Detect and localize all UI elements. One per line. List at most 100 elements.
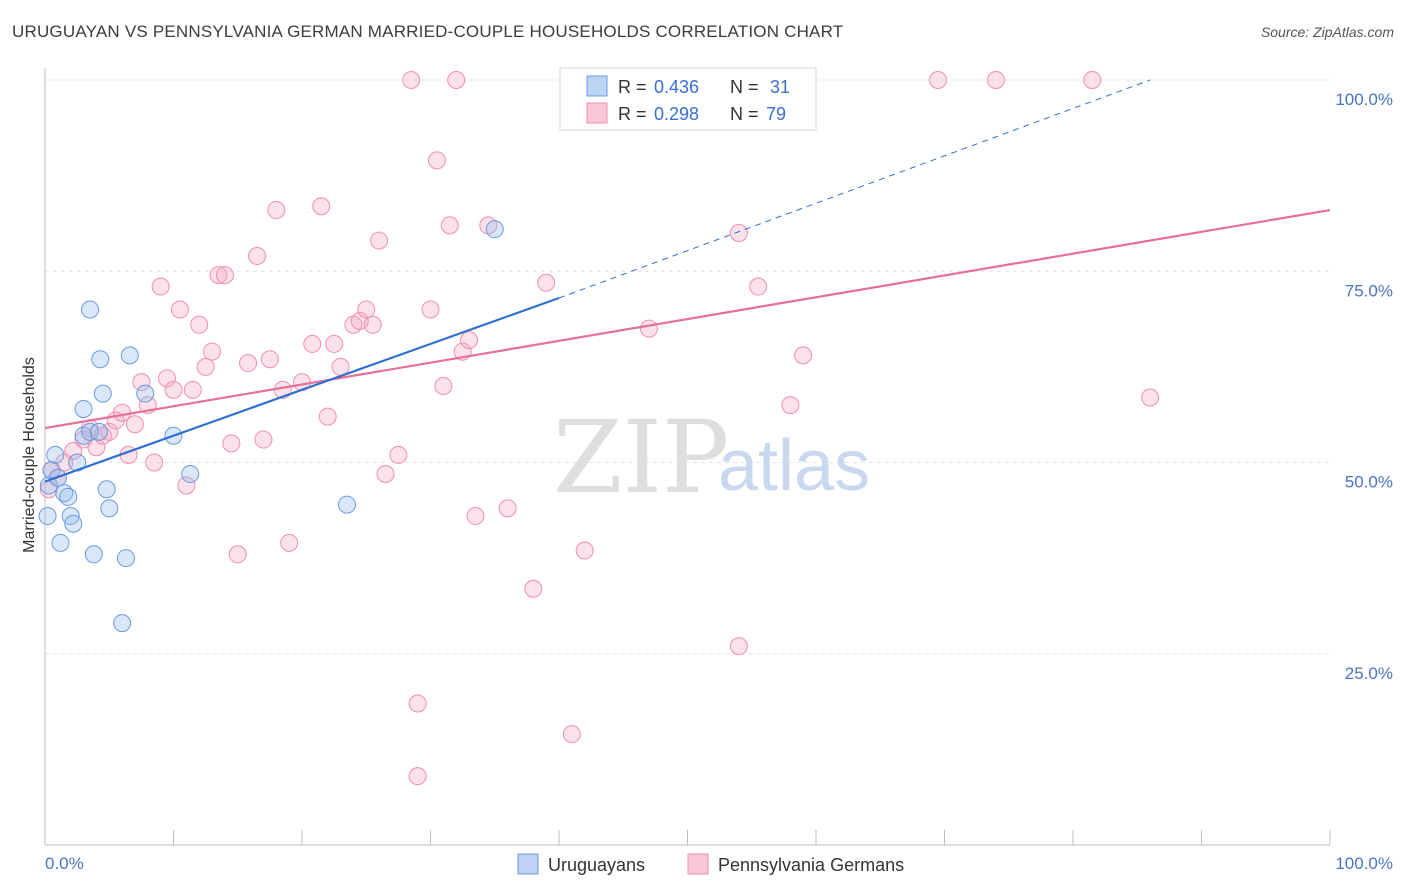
penn-point-67 [639,319,658,338]
uruguayan-point-21 [113,614,132,633]
penn-point-65 [562,725,581,744]
y-axis-title: Married-couple Households [21,357,38,553]
penn-point-49 [389,445,408,464]
uruguayan-point-12 [74,399,93,418]
penn-point-62 [498,499,517,518]
stats-legend: R = 0.436 N = 31 R = 0.298 N = 79 [559,67,817,131]
uruguayan-point-22 [116,549,135,568]
penn-point-9 [100,422,119,441]
legend-n-label-1: N = [730,77,764,97]
penn-point-31 [248,246,267,265]
uruguayan-point-20 [100,499,119,518]
penn-point-76 [1141,388,1160,407]
source-credit: Source: ZipAtlas.com [1260,24,1394,40]
penn-point-23 [190,315,209,334]
uruguayan-point-5 [51,533,70,552]
penn-point-19 [164,380,183,399]
penn-point-72 [794,346,813,365]
penn-point-41 [325,334,344,353]
penn-point-22 [183,380,202,399]
uruguayan-point-3 [46,445,65,464]
uruguayan-point-19 [97,480,116,499]
penn-point-73 [929,71,948,89]
penn-point-34 [267,201,286,220]
legend-swatch-pennsylvania-germans [586,102,608,124]
legend-r-value-1: 0.436 [654,77,699,97]
chart-title: URUGUAYAN VS PENNSYLVANIA GERMAN MARRIED… [12,22,844,41]
penn-point-18 [158,369,177,388]
penn-point-60 [466,507,485,526]
penn-point-39 [312,197,331,216]
penn-point-70 [749,277,768,296]
bottom-legend-label-pennsylvania-germans: Pennsylvania Germans [718,855,904,875]
penn-point-26 [209,266,228,285]
penn-point-45 [357,300,376,319]
legend-n-label-2: N = [730,104,764,124]
penn-point-4 [64,442,83,461]
penn-point-71 [781,396,800,415]
penn-point-47 [370,231,389,250]
penn-point-53 [421,300,440,319]
penn-point-17 [151,277,170,296]
x-ticks [44,830,1331,845]
grid-lines [45,79,1330,655]
uruguayan-point-23 [120,346,139,365]
penn-point-50 [402,71,421,89]
penn-trend-line [44,208,1331,430]
uruguayan-point-24 [136,384,155,403]
uruguayan-point-27 [337,495,356,514]
trend-lines [44,79,1331,483]
penn-point-69 [729,637,748,656]
uruguayan-point-26 [181,464,200,483]
y-tick-label-25: 25.0% [1345,664,1393,683]
penn-point-24 [196,357,215,376]
uruguayan-point-0 [38,507,57,526]
penn-point-48 [376,464,395,483]
penn-point-40 [318,407,337,426]
uruguayan-point-18 [93,384,112,403]
penn-point-14 [132,373,151,392]
x-tick-label-min: 0.0% [45,854,84,873]
penn-point-13 [125,415,144,434]
legend-r-label-1: R = [618,77,652,97]
series-uruguayans [38,220,504,633]
penn-point-7 [87,438,106,457]
penn-point-28 [222,434,241,453]
penn-point-66 [575,541,594,560]
penn-point-51 [408,694,427,713]
uruguayan-point-9 [64,514,83,533]
penn-point-57 [447,71,466,89]
penn-point-59 [460,331,479,350]
legend-swatch-uruguayans [586,75,608,97]
legend-n-value-2: 79 [766,104,786,124]
penn-point-33 [260,350,279,369]
uruguayan-point-14 [80,300,99,319]
bottom-legend-swatch-pennsylvania-germans [687,853,709,875]
bottom-legend-swatch-uruguayans [517,853,539,875]
uruguayan-point-17 [91,350,110,369]
watermark-atlas: atlas [718,426,870,506]
penn-point-68 [729,224,748,242]
watermark-zip: ZIP [553,399,729,516]
uruguayan-point-1 [39,476,58,495]
penn-point-38 [303,334,322,353]
y-tick-label-50: 50.0% [1345,473,1393,492]
x-tick-label-max: 100.0% [1335,854,1393,873]
uruguayan-trend-line [44,296,560,483]
penn-point-36 [280,533,299,552]
penn-point-46 [363,315,382,334]
uruguayan-point-7 [59,487,78,506]
penn-point-52 [408,767,427,786]
penn-point-16 [145,453,164,472]
bottom-legend: Uruguayans Pennsylvania Germans [517,853,904,875]
uruguayan-point-28 [485,220,504,239]
legend-n-value-1: 31 [770,77,790,97]
uruguayan-point-15 [84,545,103,564]
penn-point-25 [203,342,222,361]
penn-point-21 [177,476,196,495]
y-tick-label-75: 75.0% [1345,281,1393,300]
penn-point-30 [239,354,258,373]
penn-point-64 [537,273,556,292]
y-tick-labels: 100.0% 75.0% 50.0% 25.0% [1335,90,1393,683]
